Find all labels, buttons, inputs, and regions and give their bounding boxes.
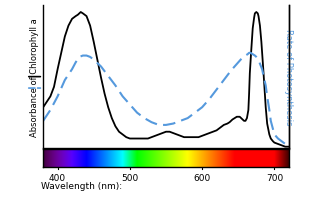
Y-axis label: Absorbance of Chlorophyll a: Absorbance of Chlorophyll a bbox=[30, 18, 39, 136]
Text: 700: 700 bbox=[266, 173, 283, 182]
Text: Wavelength (nm):: Wavelength (nm): bbox=[41, 181, 122, 190]
Text: 400: 400 bbox=[49, 173, 66, 182]
Y-axis label: Rate of Photosynthesis: Rate of Photosynthesis bbox=[284, 29, 293, 125]
Text: 600: 600 bbox=[194, 173, 211, 182]
Text: 500: 500 bbox=[121, 173, 138, 182]
